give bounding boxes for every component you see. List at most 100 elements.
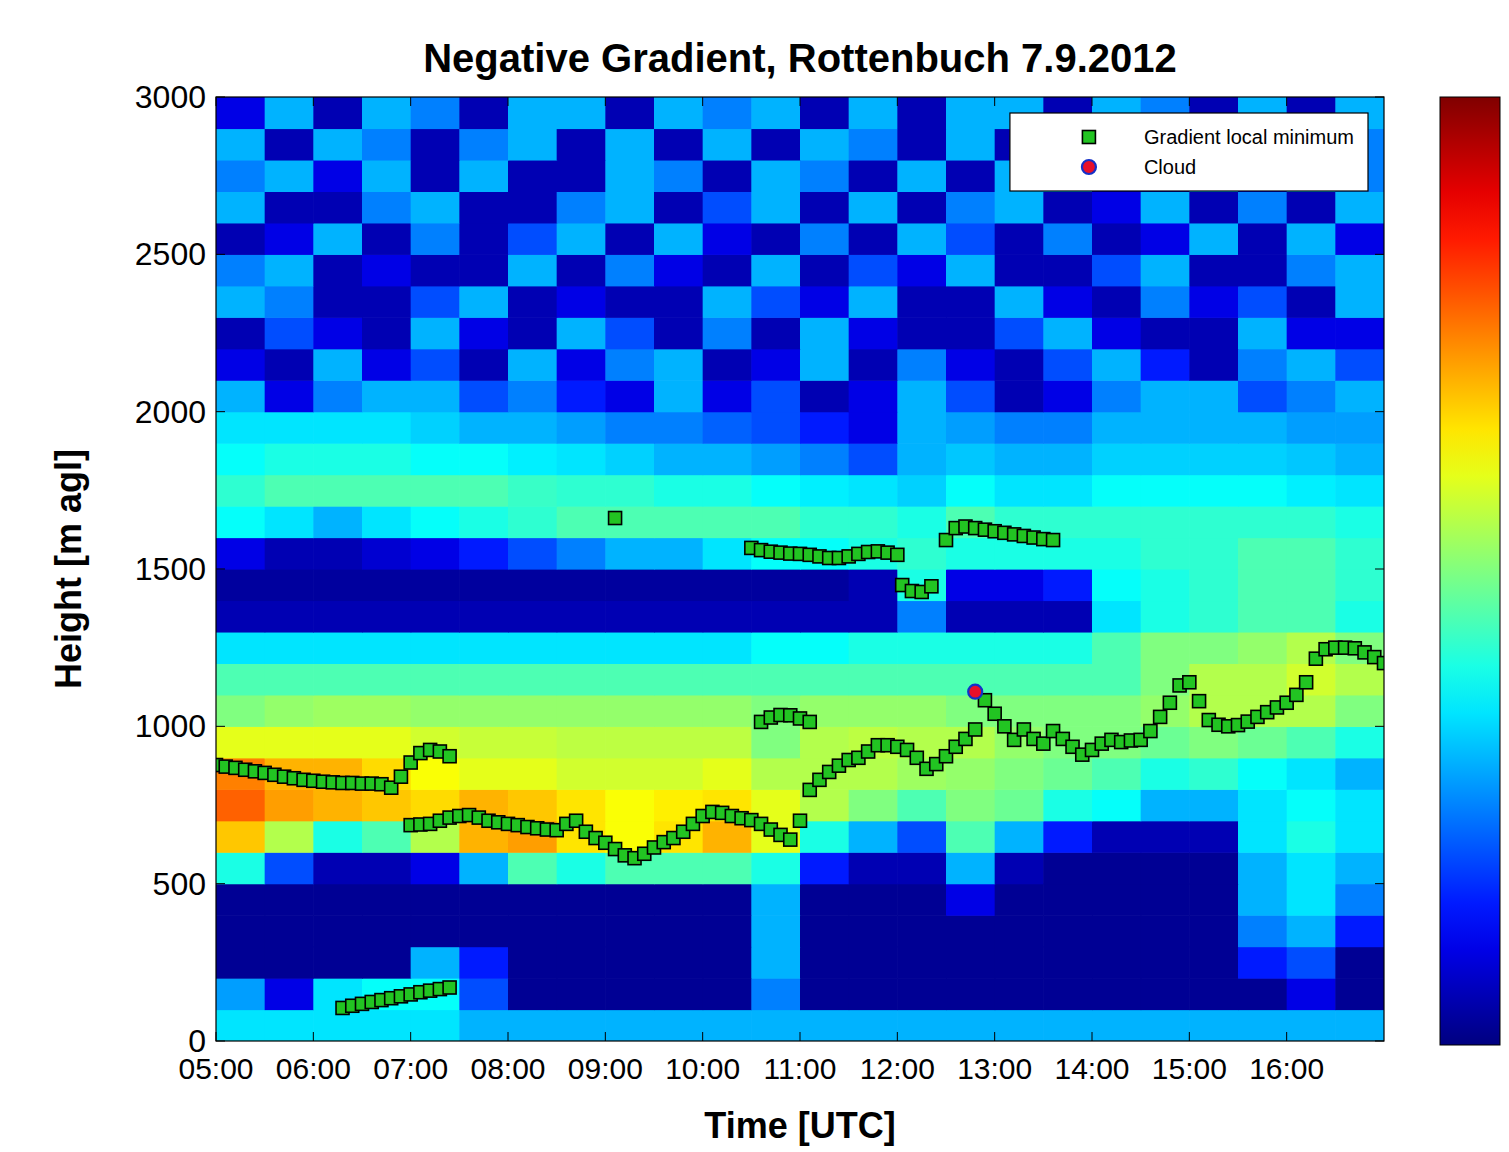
heatmap-cell [1335,947,1384,979]
heatmap-cell [1287,821,1336,853]
heatmap-cell [1043,884,1092,916]
minimum-marker [803,715,816,728]
heatmap-cell [946,758,995,790]
heatmap-cell [605,632,654,664]
minimum-marker [443,750,456,763]
heatmap-cell [508,915,557,947]
heatmap-cell [1092,412,1141,444]
heatmap-cell [1141,884,1190,916]
heatmap-cell [1335,317,1384,349]
heatmap-cell [1141,821,1190,853]
heatmap-cell [1287,789,1336,821]
heatmap-cell [459,600,508,632]
y-tick [1375,726,1384,727]
y-tick [216,411,225,412]
heatmap-cell [265,506,314,538]
heatmap-cell [1238,1010,1287,1041]
x-tick-label: 14:00 [1054,1052,1129,1085]
heatmap-cell [1335,1010,1384,1041]
heatmap-cell [557,254,606,286]
cloud-marker [968,685,982,699]
heatmap-cell [654,349,703,381]
heatmap-cell [557,475,606,507]
heatmap-cell [508,600,557,632]
heatmap-cell [362,538,411,570]
legend-icon [1082,160,1096,174]
heatmap-cell [800,380,849,412]
heatmap-cell [1092,191,1141,223]
heatmap-cell [800,852,849,884]
x-tick-label: 12:00 [860,1052,935,1085]
x-tick [994,97,995,106]
x-tick [313,97,314,106]
heatmap-cell [849,506,898,538]
heatmap-cell [1287,726,1336,758]
heatmap-cell [216,884,265,916]
heatmap-cell [459,443,508,475]
heatmap-cell [1043,758,1092,790]
x-tick-label: 11:00 [764,1052,837,1085]
heatmap-cell [362,160,411,192]
heatmap-cell [362,695,411,727]
heatmap-cell [995,412,1044,444]
heatmap-cell [1092,506,1141,538]
heatmap-cell [897,1010,946,1041]
heatmap-cell [557,632,606,664]
heatmap-cell [605,758,654,790]
heatmap-cell [265,978,314,1010]
heatmap-cell [411,695,460,727]
heatmap-cell [362,726,411,758]
heatmap-cell [216,600,265,632]
heatmap-cell [897,915,946,947]
heatmap-cell [265,128,314,160]
heatmap-cell [1043,475,1092,507]
x-tick-label: 09:00 [568,1052,643,1085]
heatmap-cell [459,380,508,412]
heatmap-cell [557,947,606,979]
heatmap-cell [411,884,460,916]
heatmap-cell [1189,632,1238,664]
heatmap-cell [1043,915,1092,947]
heatmap-cell [654,695,703,727]
heatmap-cell [1189,978,1238,1010]
heatmap-cell [800,286,849,318]
heatmap-cell [411,97,460,129]
y-tick-label: 1500 [135,551,206,587]
heatmap-cell [849,915,898,947]
heatmap-cell [654,632,703,664]
heatmap-cell [1141,632,1190,664]
heatmap-cell [654,506,703,538]
heatmap-cell [946,254,995,286]
heatmap-cell [605,663,654,695]
heatmap-cell [605,128,654,160]
heatmap-cell [216,821,265,853]
heatmap-cell [1043,412,1092,444]
heatmap-cell [897,317,946,349]
x-tick [216,97,217,106]
heatmap-cell [362,475,411,507]
heatmap-cell [362,915,411,947]
heatmap-cell [1043,443,1092,475]
minimum-marker [1144,725,1157,738]
minimum-marker [1378,657,1385,670]
heatmap-cell [1287,286,1336,318]
heatmap-cell [1335,884,1384,916]
heatmap-cell [946,475,995,507]
heatmap-cell [1092,286,1141,318]
heatmap-cell [897,978,946,1010]
heatmap-cell [362,947,411,979]
heatmap-cell [459,852,508,884]
heatmap-cell [703,915,752,947]
heatmap-cell [703,223,752,255]
heatmap-cell [605,915,654,947]
heatmap-cell [995,600,1044,632]
heatmap-cell [508,349,557,381]
heatmap-cell [1043,317,1092,349]
heatmap-cell [1238,915,1287,947]
x-tick-label: 10:00 [665,1052,740,1085]
heatmap-cell [1238,600,1287,632]
heatmap-cell [508,852,557,884]
heatmap-cell [1238,632,1287,664]
heatmap-cell [216,475,265,507]
heatmap-cell [265,884,314,916]
